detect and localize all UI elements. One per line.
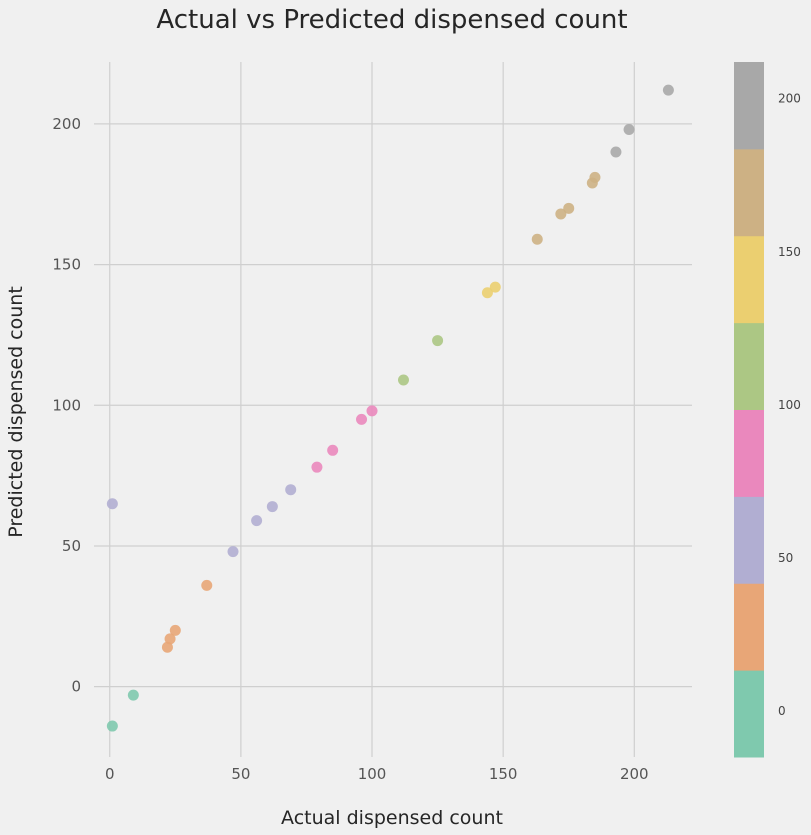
- data-point: [201, 579, 213, 591]
- colorbar-segment: [734, 409, 764, 497]
- x-tick-label: 100: [358, 765, 387, 783]
- colorbar-tick-label: 200: [778, 92, 801, 106]
- x-axis-ticks: 0 50 100 150 200: [105, 765, 649, 783]
- y-tick-label: 50: [62, 537, 81, 555]
- y-tick-label: 100: [52, 396, 81, 414]
- data-point: [481, 287, 493, 299]
- data-point: [489, 281, 501, 293]
- data-point: [169, 624, 181, 636]
- x-tick-label: 50: [231, 765, 250, 783]
- data-point: [251, 515, 263, 527]
- data-point: [285, 484, 297, 496]
- y-tick-label: 200: [52, 115, 81, 133]
- y-axis-ticks: 0 50 100 150 200: [52, 115, 81, 696]
- y-axis-label: Predicted dispensed count: [5, 286, 27, 538]
- data-point: [127, 689, 139, 701]
- colorbar-segment: [734, 322, 764, 410]
- x-axis-label: Actual dispensed count: [281, 807, 503, 829]
- data-point: [555, 208, 567, 220]
- data-point: [432, 335, 444, 347]
- data-point: [610, 146, 622, 158]
- colorbar: [734, 62, 764, 758]
- colorbar-tick-label: 100: [778, 398, 801, 412]
- data-point: [266, 501, 278, 513]
- colorbar-tick-label: 0: [778, 704, 786, 718]
- data-point: [311, 461, 323, 473]
- colorbar-segment: [734, 670, 764, 758]
- data-point: [662, 84, 674, 96]
- grid: [94, 62, 692, 757]
- chart-title: Actual vs Predicted dispensed count: [156, 5, 627, 35]
- colorbar-segment: [734, 583, 764, 671]
- data-point: [356, 413, 368, 425]
- colorbar-segment: [734, 62, 764, 150]
- colorbar-ticks: 0 50 100 150 200: [778, 92, 801, 718]
- x-tick-label: 0: [105, 765, 115, 783]
- data-points: [106, 84, 674, 732]
- data-point: [106, 720, 118, 732]
- x-tick-label: 150: [489, 765, 518, 783]
- y-tick-label: 0: [71, 678, 81, 696]
- colorbar-segment: [734, 148, 764, 237]
- data-point: [366, 405, 378, 417]
- colorbar-segment: [734, 496, 764, 584]
- data-point: [531, 233, 543, 245]
- data-point: [161, 641, 173, 653]
- colorbar-tick-label: 50: [778, 551, 793, 565]
- data-point: [397, 374, 409, 386]
- y-tick-label: 150: [52, 256, 81, 274]
- data-point: [623, 124, 635, 136]
- data-point: [327, 444, 339, 456]
- data-point: [563, 202, 575, 214]
- data-point: [227, 546, 239, 558]
- colorbar-segment: [734, 235, 764, 324]
- data-point: [164, 633, 176, 645]
- data-point: [106, 498, 118, 510]
- data-point: [589, 171, 601, 183]
- colorbar-tick-label: 150: [778, 245, 801, 259]
- x-tick-label: 200: [620, 765, 649, 783]
